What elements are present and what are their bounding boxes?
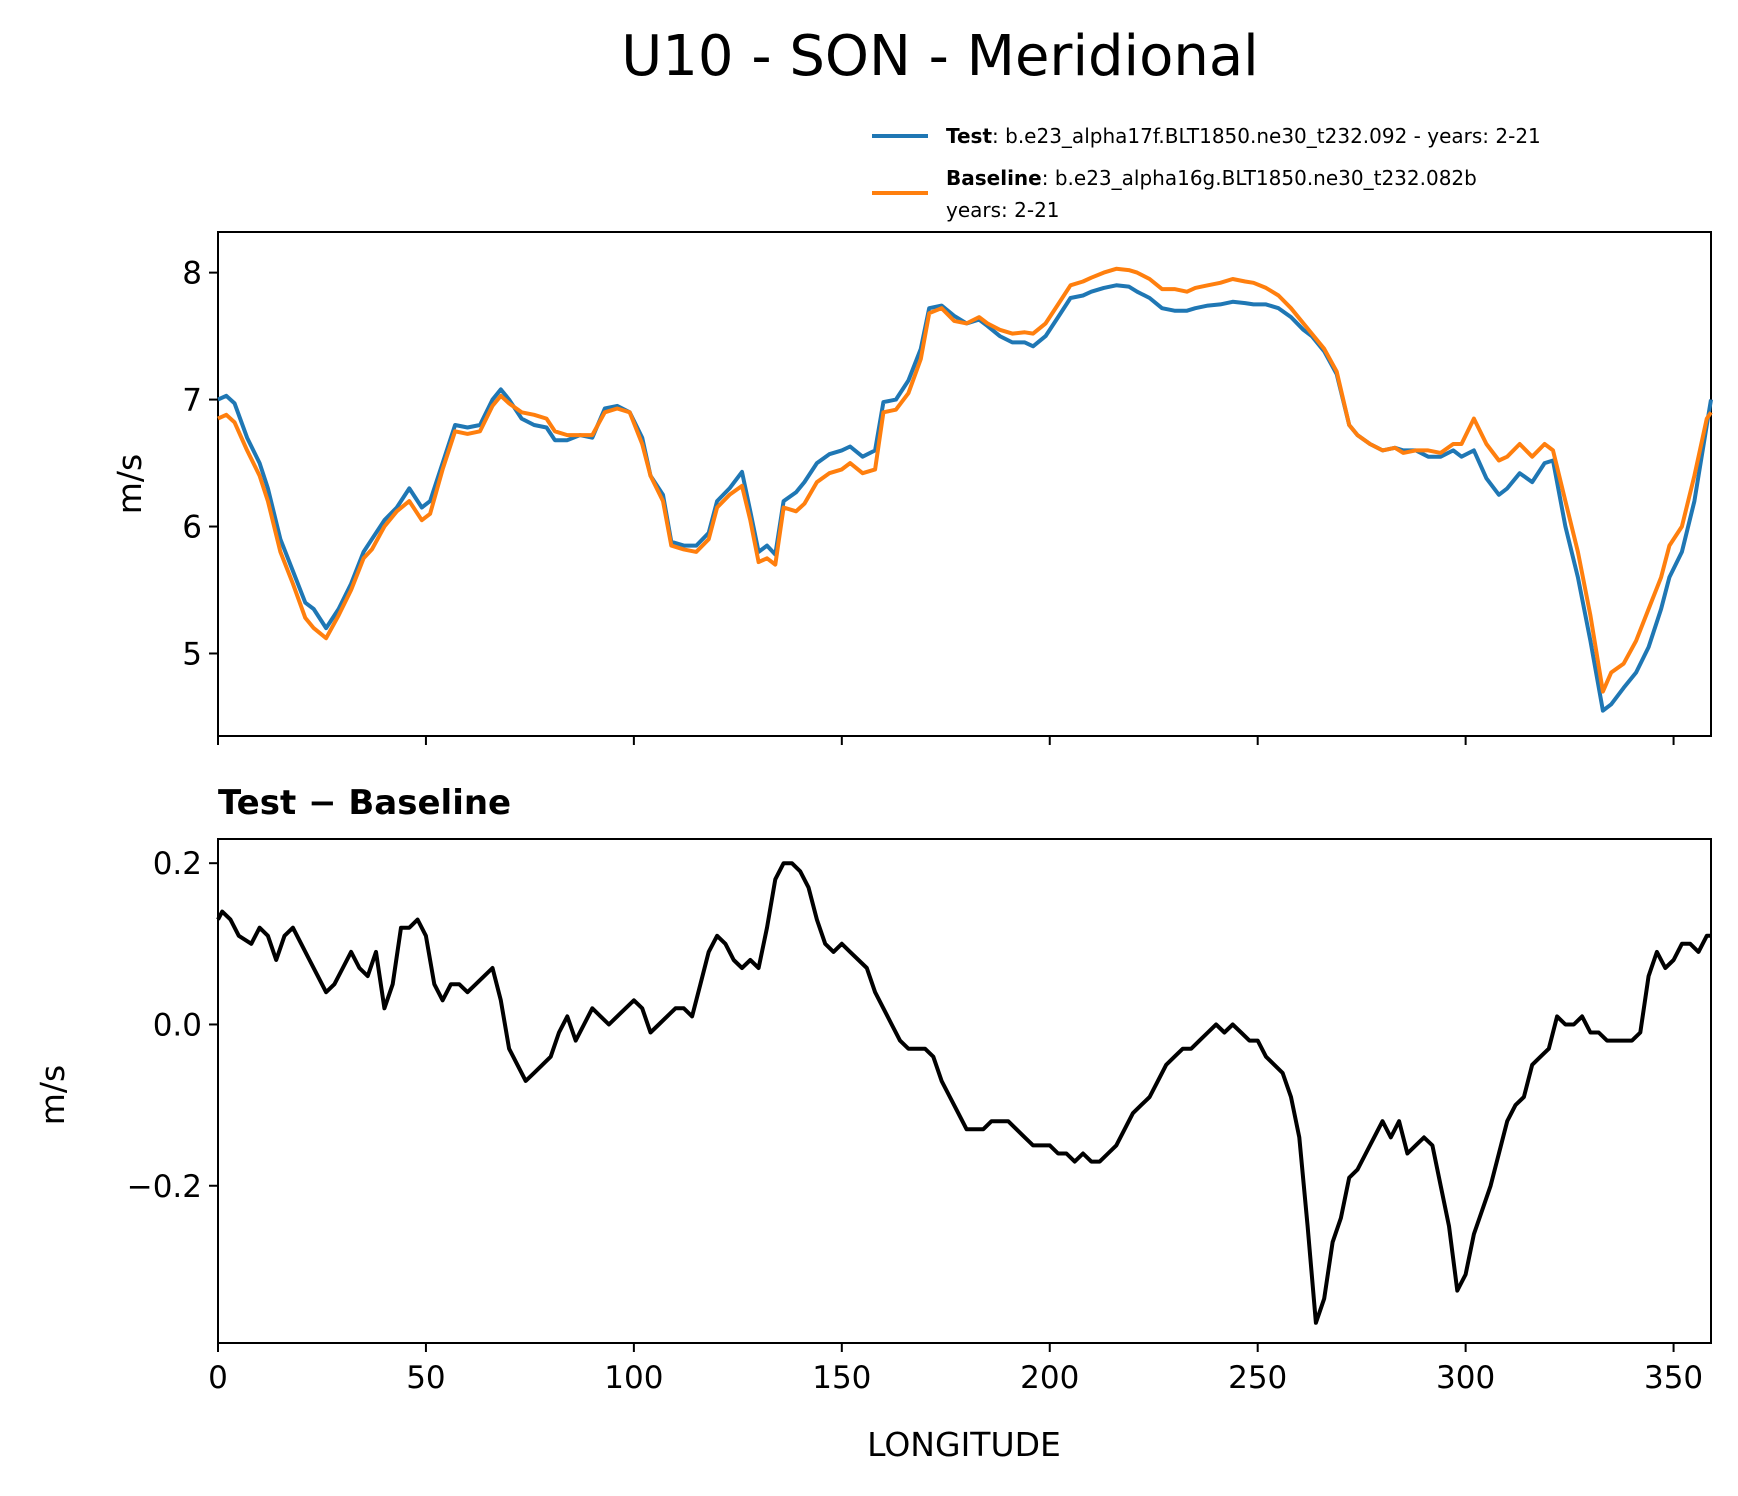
y-tick-label: −0.2 xyxy=(127,1169,202,1205)
y-tick-label: 8 xyxy=(182,256,202,292)
bottom-panel-y-axis-label: m/s xyxy=(33,1065,72,1125)
bottom-panel-x-ticks: 0 50 100 150 200 250 300 350 xyxy=(208,1343,1703,1396)
x-tick-label: 150 xyxy=(812,1360,871,1396)
top-panel-x-ticks xyxy=(217,736,1675,745)
y-tick-label: 0.2 xyxy=(153,846,202,882)
legend-label-baseline-years: years: 2-21 xyxy=(946,198,1060,222)
top-panel-series xyxy=(217,266,1713,713)
top-panel-y-axis-label: m/s xyxy=(110,454,149,514)
x-axis-label: LONGITUDE xyxy=(867,1425,1061,1464)
x-tick-label: 0 xyxy=(208,1360,228,1396)
bottom-panel: Test − Baseline 0.2 0.0 −0.2 0 50 100 150 200 2… xyxy=(33,783,1712,1396)
x-tick-label: 200 xyxy=(1020,1360,1079,1396)
legend-label-baseline: Baseline: b.e23_alpha16g.BLT1850.ne30_t2… xyxy=(946,166,1477,190)
bottom-panel-y-ticks: 0.2 0.0 −0.2 xyxy=(127,846,218,1205)
x-tick-label: 100 xyxy=(604,1360,663,1396)
top-panel-y-ticks: 5 6 7 8 xyxy=(182,256,218,672)
y-tick-label: 6 xyxy=(182,510,202,546)
x-tick-label: 350 xyxy=(1644,1360,1703,1396)
top-panel: 5 6 7 8 m/s xyxy=(110,231,1713,745)
bottom-panel-frame xyxy=(217,838,1712,1344)
x-tick-label: 50 xyxy=(406,1360,445,1396)
chart-title: U10 - SON - Meridional xyxy=(621,24,1258,89)
bottom-panel-series xyxy=(216,861,1711,1325)
top-panel-frame xyxy=(217,231,1712,737)
y-tick-label: 5 xyxy=(182,636,202,672)
test-series-line xyxy=(217,283,1713,713)
difference-series-line xyxy=(216,861,1711,1325)
y-tick-label: 0.0 xyxy=(153,1007,202,1043)
legend-label-test: Test: b.e23_alpha17f.BLT1850.ne30_t232.0… xyxy=(946,124,1541,148)
y-tick-label: 7 xyxy=(182,383,202,419)
x-tick-label: 250 xyxy=(1228,1360,1287,1396)
bottom-panel-subtitle: Test − Baseline xyxy=(218,783,511,823)
legend: Test: b.e23_alpha17f.BLT1850.ne30_t232.0… xyxy=(872,124,1541,222)
baseline-series-line xyxy=(217,266,1713,694)
x-tick-label: 300 xyxy=(1436,1360,1495,1396)
